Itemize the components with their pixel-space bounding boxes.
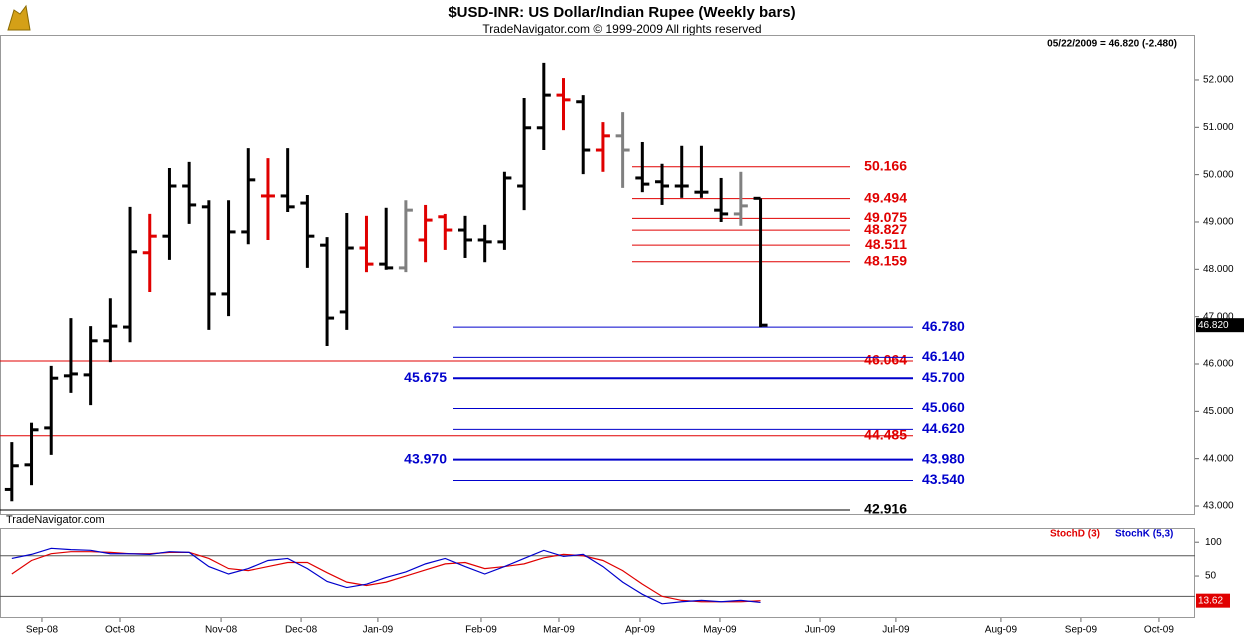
logo: [7, 4, 31, 31]
level-label: 45.700: [922, 369, 965, 385]
x-tick-label: Oct-09: [1144, 625, 1174, 636]
x-tick-label: May-09: [703, 625, 737, 636]
price-panel: [0, 35, 1195, 515]
x-tick-label: Jun-09: [805, 625, 836, 636]
x-tick-label: Jul-09: [882, 625, 910, 636]
x-tick-label: Mar-09: [543, 625, 575, 636]
level-left-label: 43.970: [404, 450, 447, 466]
level-left-label: 45.675: [404, 369, 447, 385]
level-label: 44.485: [864, 426, 907, 442]
last-value-label: 13.62: [1198, 595, 1223, 606]
y-tick-label: 50: [1205, 571, 1217, 582]
y-tick-label: 50.000: [1203, 169, 1234, 180]
x-tick-label: Apr-09: [625, 625, 655, 636]
level-label: 48.159: [864, 252, 907, 268]
level-label: 44.620: [922, 420, 965, 436]
x-tick-label: Dec-08: [285, 625, 318, 636]
legend-entry: StochK (5,3): [1115, 529, 1173, 540]
level-label: 46.140: [922, 348, 965, 364]
level-label: 45.060: [922, 399, 965, 415]
y-tick-label: 47.000: [1203, 311, 1234, 322]
level-label: 46.780: [922, 318, 965, 334]
price-header: 05/22/2009 = 46.820 (-2.480): [1047, 39, 1177, 50]
y-tick-label: 48.000: [1203, 264, 1234, 275]
level-label: 49.075: [864, 209, 907, 225]
watermark: TradeNavigator.com: [6, 514, 105, 526]
last-value-box: [1196, 593, 1230, 608]
level-label: 49.494: [864, 189, 907, 205]
chart-title: $USD-INR: US Dollar/Indian Rupee (Weekly…: [448, 4, 795, 21]
level-label: 43.980: [922, 450, 965, 466]
x-tick-label: Oct-08: [105, 625, 135, 636]
x-tick-label: Sep-08: [26, 625, 59, 636]
chart-subtitle: TradeNavigator.com © 1999-2009 All right…: [482, 22, 761, 36]
level-label: 43.540: [922, 471, 965, 487]
level-label: 46.064: [864, 352, 907, 368]
x-tick-label: Feb-09: [465, 625, 497, 636]
level-label: 42.916: [864, 501, 907, 517]
y-tick-label: 46.000: [1203, 359, 1234, 370]
level-label: 48.511: [865, 236, 907, 252]
last-price-label: 46.820: [1198, 320, 1229, 331]
level-label: 50.166: [864, 157, 907, 173]
stoch-line: [11, 547, 761, 605]
stoch-panel: [0, 528, 1195, 618]
x-tick-label: Aug-09: [985, 625, 1018, 636]
y-tick-label: 51.000: [1203, 122, 1234, 133]
level-label: 48.827: [864, 221, 907, 237]
y-tick-label: 52.000: [1203, 75, 1234, 86]
y-tick-label: 43.000: [1203, 501, 1234, 512]
legend-entry: StochD (3): [1050, 529, 1100, 540]
y-tick-label: 100: [1205, 537, 1222, 548]
x-tick-label: Sep-09: [1065, 625, 1098, 636]
x-tick-label: Nov-08: [205, 625, 238, 636]
y-tick-label: 44.000: [1203, 453, 1234, 464]
y-tick-label: 49.000: [1203, 217, 1234, 228]
x-tick-label: Jan-09: [363, 625, 394, 636]
y-tick-label: 45.000: [1203, 406, 1234, 417]
last-price-box: [1196, 318, 1244, 333]
